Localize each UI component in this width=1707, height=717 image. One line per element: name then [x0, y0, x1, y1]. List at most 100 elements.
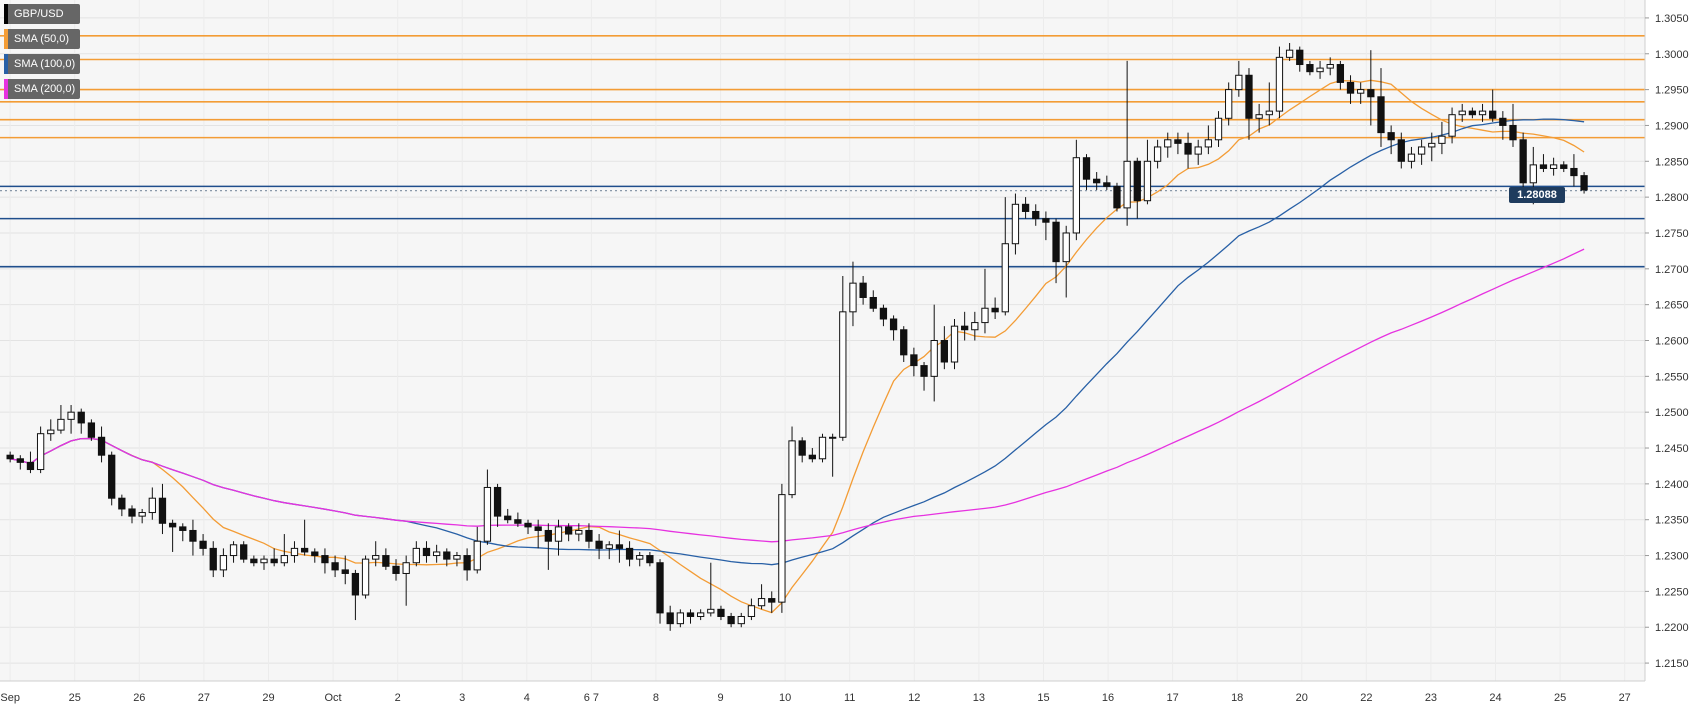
candle-body-bearish — [351, 572, 360, 596]
candle-body-bearish — [179, 526, 187, 531]
sma-50-line — [10, 79, 1585, 614]
candle — [1519, 132, 1527, 190]
candle-body-bullish — [1326, 64, 1334, 69]
candle — [1367, 50, 1375, 126]
candle — [36, 426, 45, 474]
candle — [87, 419, 96, 441]
legend-item-gbpusd[interactable]: GBP/USD — [4, 4, 80, 24]
candle-body-bullish — [849, 282, 857, 313]
candle — [1214, 111, 1223, 147]
legend-item-sma-50[interactable]: SMA (50,0) — [4, 29, 80, 49]
candle-body-bullish — [1407, 153, 1416, 162]
candle — [1326, 57, 1334, 76]
candle-body-bullish — [737, 615, 745, 625]
candle — [280, 534, 288, 567]
candle-body-bearish — [656, 562, 664, 614]
candle — [849, 261, 857, 327]
candle-body-bullish — [1316, 67, 1324, 73]
candle — [372, 541, 380, 567]
candle — [1580, 172, 1588, 194]
candle — [1285, 43, 1294, 61]
y-tick-label: 1.2600 — [1655, 336, 1689, 348]
candle-body-bullish — [1204, 139, 1213, 148]
candle — [879, 304, 888, 327]
candle — [1438, 121, 1446, 155]
candle — [1570, 154, 1578, 187]
candle-body-bearish — [564, 526, 573, 535]
candle — [1407, 146, 1416, 169]
candle — [250, 555, 258, 567]
candle-body-bearish — [1560, 164, 1568, 169]
candle — [910, 347, 918, 377]
candle-body-bearish — [889, 318, 898, 331]
candle-body-bullish — [372, 555, 380, 560]
candle — [737, 612, 745, 628]
candle — [859, 275, 867, 305]
candle-body-bullish — [1194, 146, 1202, 155]
candle — [493, 483, 502, 527]
candle — [818, 433, 827, 463]
candle-body-bearish — [646, 555, 654, 564]
candle-body-bullish — [554, 526, 563, 542]
candle-body-bearish — [910, 354, 918, 367]
candle — [971, 311, 979, 341]
candle — [1184, 132, 1192, 169]
candle-body-bullish — [473, 540, 481, 571]
candle-body-bullish — [1164, 139, 1172, 148]
candle — [1539, 154, 1548, 173]
last-price-tag: 1.28088 — [1509, 187, 1565, 203]
candle — [483, 469, 492, 545]
candle-body-bearish — [504, 515, 512, 521]
candle-body-bearish — [311, 551, 319, 557]
y-tick-label: 1.2500 — [1655, 407, 1689, 419]
candle — [1265, 82, 1273, 126]
candle — [554, 519, 563, 556]
candle — [1032, 204, 1040, 226]
candle — [991, 297, 999, 319]
candle — [199, 534, 207, 556]
candle-body-bullish — [36, 433, 45, 471]
x-tick-label: 2 — [395, 692, 401, 704]
x-tick-label: 3 — [459, 692, 465, 704]
candle-body-bullish — [57, 418, 65, 431]
candle-body-bullish — [950, 325, 959, 363]
candle-body-bearish — [270, 558, 278, 564]
candle-body-bearish — [250, 558, 258, 564]
candle — [57, 405, 65, 434]
candle — [1174, 132, 1182, 155]
candle-body-bullish — [148, 497, 156, 514]
candle-body-bearish — [1336, 64, 1345, 83]
candle — [1062, 225, 1070, 298]
candle-body-bearish — [1306, 64, 1314, 73]
candle — [1072, 139, 1081, 241]
legend-item-sma-200[interactable]: SMA (200,0) — [4, 79, 80, 99]
candle-body-bearish — [6, 454, 14, 460]
x-tick-label: 27 — [198, 692, 210, 704]
legend-swatch — [4, 54, 8, 74]
candle-body-bearish — [493, 486, 502, 517]
candle — [757, 584, 766, 610]
candle — [260, 555, 268, 570]
legend-item-sma-100[interactable]: SMA (100,0) — [4, 54, 80, 74]
x-tick-label: Oct — [324, 692, 341, 704]
candle-body-bearish — [199, 540, 207, 549]
candle — [351, 569, 360, 621]
candle-body-bearish — [463, 555, 471, 571]
candle-body-bearish — [1032, 210, 1040, 220]
candle — [1164, 132, 1172, 158]
candle — [625, 541, 634, 567]
candle-body-bullish — [697, 612, 705, 617]
candle — [747, 598, 756, 621]
candle — [341, 555, 349, 585]
candle-body-bearish — [524, 522, 532, 528]
candle-body-bearish — [514, 519, 522, 524]
candle — [1499, 111, 1507, 140]
y-axis: 1.3050 1.3000 1.2950 1.2900 1.2850 1.2800 1.27… — [1645, 13, 1689, 670]
candle-body-bullish — [290, 547, 299, 557]
candle-body-bullish — [1001, 243, 1009, 313]
candle — [1306, 60, 1314, 76]
candle-body-bearish — [920, 365, 928, 377]
x-tick-label: 27 — [1619, 692, 1631, 704]
